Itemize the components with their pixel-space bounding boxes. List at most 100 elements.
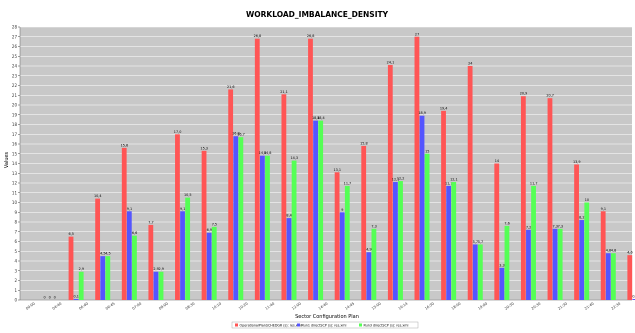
bar-data-label: 2,9 xyxy=(153,267,158,271)
bar-1 xyxy=(121,147,127,300)
bar-1 xyxy=(494,163,500,300)
y-tick-label: 6 xyxy=(14,239,17,244)
bar-data-label: 0 xyxy=(54,296,56,300)
y-tick-label: 3 xyxy=(14,268,17,273)
bar-data-label: 14,8 xyxy=(264,151,272,155)
bar-data-label: 2,9 xyxy=(79,267,84,271)
bar-data-label: 19,4 xyxy=(440,106,448,110)
bar-2 xyxy=(233,136,239,300)
bar-data-label: 14,8 xyxy=(259,151,267,155)
bar-data-label: 7,3 xyxy=(553,224,558,228)
x-axis-label: Sector Configuration Plan xyxy=(295,314,359,320)
bar-data-label: 15 xyxy=(425,149,429,153)
plot-area: 0123456789101112131415161718192021222324… xyxy=(12,25,635,311)
bar-data-label: 24,1 xyxy=(387,61,395,65)
bar-1 xyxy=(414,36,420,300)
bar-data-label: 10 xyxy=(585,198,589,202)
y-tick-label: 10 xyxy=(12,200,18,205)
bar-data-label: 12,1 xyxy=(450,178,458,182)
bar-data-label: 8,4 xyxy=(286,214,291,218)
x-tick-label: 19:00 xyxy=(477,301,488,311)
bar-3 xyxy=(318,120,324,300)
x-tick-label: 20:30 xyxy=(504,301,515,311)
y-tick-label: 23 xyxy=(12,73,18,78)
bar-data-label: 11,7 xyxy=(530,181,538,185)
bar-data-label: 0,1 xyxy=(74,295,79,299)
y-tick-label: 8 xyxy=(14,220,17,225)
bar-3 xyxy=(584,202,590,300)
bar-1 xyxy=(467,66,473,300)
x-tick-label: 08:30 xyxy=(185,301,196,311)
y-tick-label: 2 xyxy=(14,278,17,283)
legend-label: OperationalPlanSCHEDGR (s): res.xml xyxy=(240,323,302,327)
bar-2 xyxy=(552,228,558,300)
x-tick-label: 16:14 xyxy=(398,301,409,311)
bar-data-label: 20,7 xyxy=(546,94,554,98)
bar-1 xyxy=(520,96,526,300)
x-tick-label: 14:40 xyxy=(318,301,329,311)
x-tick-label: 10:20 xyxy=(238,301,249,311)
bar-data-label: 5,7 xyxy=(473,240,478,244)
bar-2 xyxy=(499,267,505,300)
bar-data-label: 4,9 xyxy=(366,248,371,252)
bar-2 xyxy=(180,211,185,300)
bar-data-label: 0,1 xyxy=(632,295,635,299)
bar-2 xyxy=(632,299,635,300)
bar-data-label: 18,4 xyxy=(317,116,325,120)
legend-swatch xyxy=(297,323,300,327)
bar-data-label: 4,8 xyxy=(606,249,611,253)
x-tick-label: 06:45 xyxy=(105,302,116,311)
bar-1 xyxy=(387,65,393,301)
bar-2 xyxy=(339,212,345,300)
x-tick-label: 21:30 xyxy=(557,301,568,311)
y-tick-label: 13 xyxy=(12,171,18,176)
x-tick-label: 08:00 xyxy=(158,301,169,311)
legend-swatch xyxy=(359,323,362,327)
bar-3 xyxy=(211,226,217,300)
bar-data-label: 6,6 xyxy=(132,231,137,235)
bar-2 xyxy=(100,256,106,300)
bar-2 xyxy=(393,182,398,300)
bar-data-label: 13,9 xyxy=(573,160,581,164)
bar-3 xyxy=(451,182,457,300)
bar-data-label: 9 xyxy=(341,208,343,212)
bar-3 xyxy=(265,155,270,300)
x-tick-label: 11:40 xyxy=(265,301,276,311)
y-tick-label: 20 xyxy=(12,103,18,108)
bar-2 xyxy=(605,253,611,300)
x-tick-label: 18:00 xyxy=(451,301,462,311)
y-tick-label: 1 xyxy=(14,288,17,293)
bar-data-label: 20,9 xyxy=(520,92,528,96)
bar-data-label: 18,4 xyxy=(312,116,320,120)
bar-data-label: 8,2 xyxy=(579,216,584,220)
bar-2 xyxy=(579,220,585,300)
bar-data-label: 12,2 xyxy=(397,177,405,181)
y-tick-label: 19 xyxy=(12,112,18,117)
x-tick-label: 07:00 xyxy=(132,301,143,311)
bar-data-label: 27 xyxy=(415,32,419,36)
bar-3 xyxy=(132,235,137,300)
y-tick-label: 25 xyxy=(12,54,18,59)
bar-3 xyxy=(78,271,84,300)
x-tick-label: 00:00 xyxy=(25,301,36,311)
bar-data-label: 7,5 xyxy=(212,222,217,226)
bar-3 xyxy=(424,153,430,300)
bar-3 xyxy=(371,228,377,300)
bar-data-label: 4,8 xyxy=(611,249,616,253)
bar-data-label: 0 xyxy=(43,296,45,300)
bar-2 xyxy=(446,185,452,300)
bar-1 xyxy=(175,134,180,300)
legend-swatch xyxy=(235,323,238,327)
x-tick-label: 04:40 xyxy=(52,301,63,311)
bar-data-label: 11,7 xyxy=(344,181,352,185)
bar-data-label: 21,1 xyxy=(280,90,288,94)
bar-data-label: 24 xyxy=(468,62,472,66)
y-tick-label: 4 xyxy=(14,259,17,264)
bar-2 xyxy=(472,244,478,300)
bar-1 xyxy=(148,224,154,300)
bar-3 xyxy=(291,160,297,300)
legend-label: Run1 directSCP (s): res.xml xyxy=(302,323,347,327)
x-tick-label: 16:30 xyxy=(424,301,435,311)
